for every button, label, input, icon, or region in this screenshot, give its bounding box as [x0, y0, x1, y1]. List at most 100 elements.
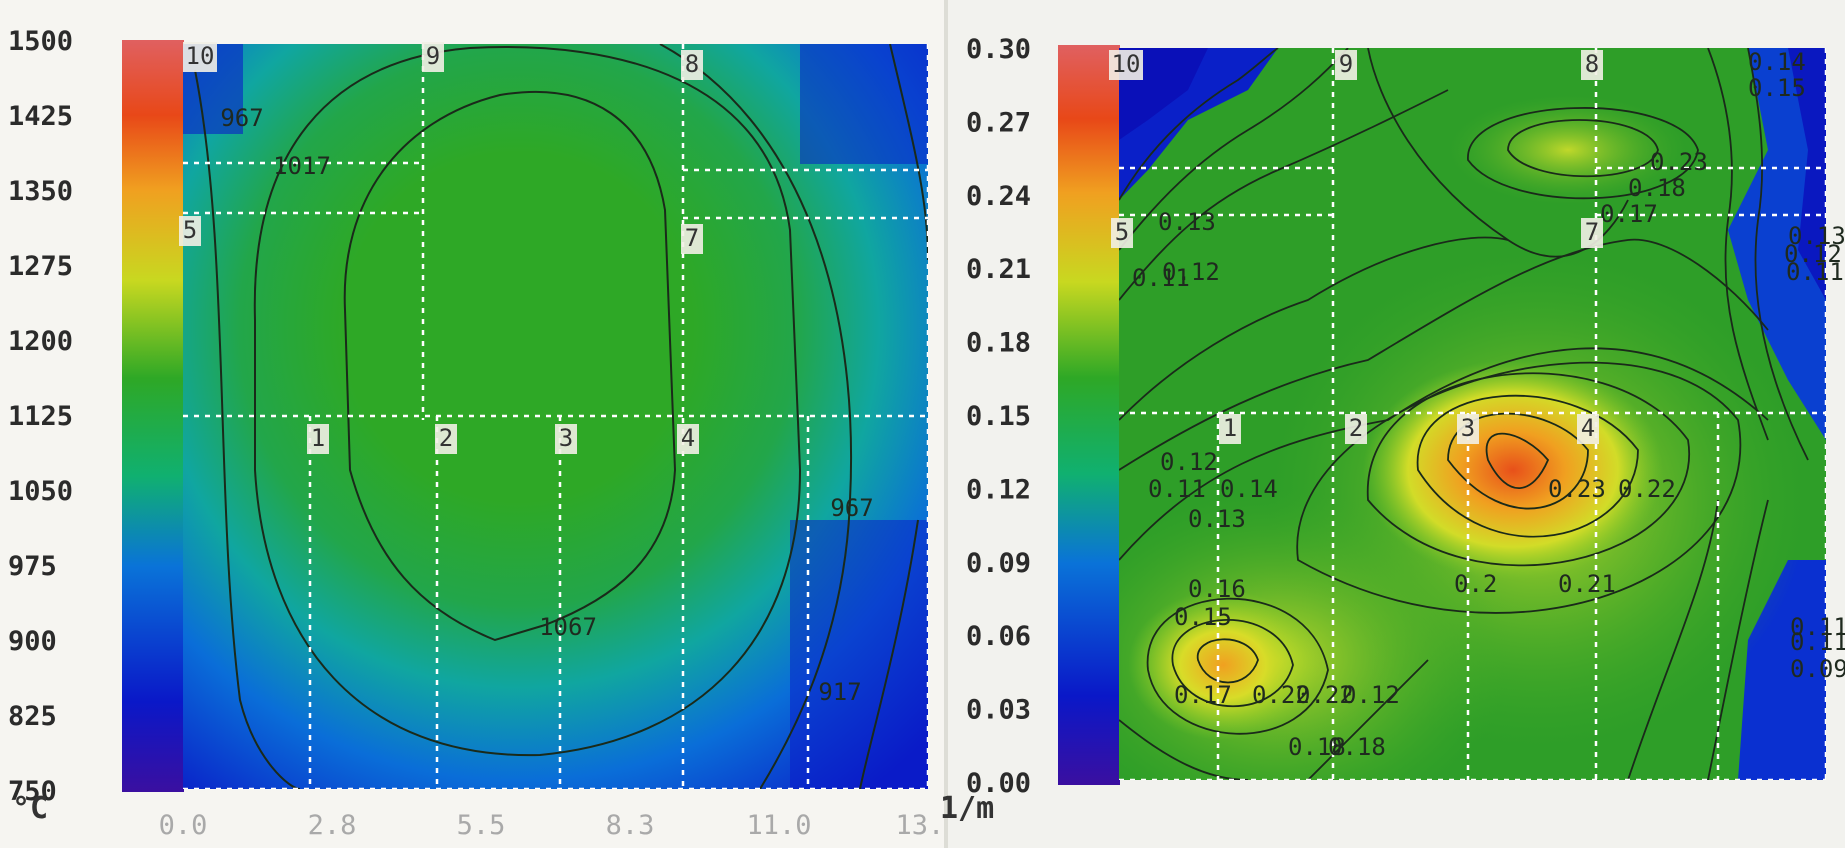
y-tick-label: 750 — [8, 776, 57, 807]
contour-value-label: 0.12 — [1342, 681, 1400, 709]
y-tick-label: 0.00 — [966, 768, 1031, 799]
zone-label-1-text: 1 — [311, 424, 325, 452]
contour-value-label: 0.17 — [1174, 681, 1232, 709]
contour-value-label: 917 — [818, 678, 861, 706]
contour-value-label: 0.22 — [1296, 681, 1354, 709]
contour-value-label: 0.22 — [1252, 681, 1310, 709]
contour-value-label: 0.11 — [1790, 628, 1845, 656]
y-tick-label: 0.12 — [966, 474, 1031, 505]
contour-value-label: 0.12 — [1160, 448, 1218, 476]
y-tick-label: 975 — [8, 551, 57, 582]
zone-label-7-text: 7 — [1585, 218, 1599, 246]
curvature-heatmap-chart: 0.300.270.240.210.180.150.120.090.060.03… — [966, 34, 1845, 799]
unit-label-per-meter: 1/m — [940, 791, 995, 826]
contour-value-label: 0.18 — [1628, 174, 1686, 202]
temperature-heatmap-chart: 1500142513501275120011251050975900825750… — [8, 26, 948, 841]
zone-label-7: 7 — [681, 224, 703, 254]
zone-label-8: 8 — [681, 50, 703, 80]
zone-label-7-text: 7 — [685, 224, 699, 252]
contour-value-label: 0.22 — [1618, 475, 1676, 503]
y-tick-label: 0.21 — [966, 254, 1031, 285]
x-tick-label: 0.0 — [159, 810, 208, 841]
zone-label-2-text: 2 — [439, 424, 453, 452]
y-tick-label: 1500 — [8, 26, 73, 57]
y-tick-label: 1200 — [8, 326, 73, 357]
x-tick-label: 5.5 — [457, 810, 506, 841]
contour-value-label: 0.09 — [1790, 655, 1845, 683]
colorbar — [1058, 45, 1120, 785]
y-tick-label: 900 — [8, 626, 57, 657]
contour-value-label: 0.18 — [1288, 733, 1346, 761]
x-tick-label: 2.8 — [308, 810, 357, 841]
contour-value-label: 0.12 — [1162, 258, 1220, 286]
contour-value-label: 0.11 — [1786, 258, 1844, 286]
y-tick-label: 1350 — [8, 176, 73, 207]
zone-label-5-text: 5 — [1115, 218, 1129, 246]
zone-label-9-text: 9 — [426, 42, 440, 70]
zone-label-2: 2 — [1345, 414, 1367, 444]
x-tick-label: 13.8 — [895, 810, 948, 841]
contour-value-label: 0.2 — [1454, 570, 1497, 598]
y-tick-label: 0.03 — [966, 695, 1031, 726]
zone-label-3: 3 — [1457, 414, 1479, 444]
zone-label-10-text: 10 — [1112, 50, 1141, 78]
contour-value-label: 0.11 — [1132, 264, 1190, 292]
zone-grid — [183, 44, 928, 789]
zone-label-5-text: 5 — [183, 216, 197, 244]
contour-value-label: 0.23 — [1650, 148, 1708, 176]
contour-value-label: 0.11 — [1790, 613, 1845, 641]
contour-value-label: 0.13 — [1788, 222, 1845, 250]
contour-line — [659, 44, 853, 789]
y-tick-label: 0.15 — [966, 401, 1031, 432]
zone-label-4: 4 — [677, 424, 699, 454]
y-tick-label: 1050 — [8, 476, 73, 507]
contour-line — [343, 90, 677, 642]
contour-value-label: 1067 — [539, 613, 597, 641]
zone-label-9-text: 9 — [1339, 50, 1353, 78]
zone-label-10: 10 — [183, 42, 217, 72]
y-tick-label: 825 — [8, 701, 57, 732]
panel-divider — [944, 0, 950, 848]
contour-value-label: 1017 — [273, 152, 331, 180]
y-tick-label: 0.06 — [966, 621, 1031, 652]
y-tick-label: 0.30 — [966, 34, 1031, 65]
zone-label-5: 5 — [179, 216, 201, 246]
contour-line — [253, 46, 802, 757]
contour-value-label: 0.21 — [1558, 570, 1616, 598]
y-tick-label: 0.18 — [966, 328, 1031, 359]
y-tick-label: 0.24 — [966, 181, 1031, 212]
contour-value-label: 0.23 — [1548, 475, 1606, 503]
contour-value-label: 0.15 — [1748, 74, 1806, 102]
zone-label-1: 1 — [1219, 414, 1241, 444]
zone-label-2: 2 — [435, 424, 457, 454]
contour-value-label: 0.11 — [1148, 475, 1206, 503]
zone-label-2-text: 2 — [1349, 414, 1363, 442]
zone-label-8-text: 8 — [1585, 50, 1599, 78]
zone-label-9: 9 — [422, 42, 444, 72]
y-tick-label: 0.27 — [966, 107, 1031, 138]
contour-value-label: 0.14 — [1220, 475, 1278, 503]
contour-value-label: 0.12 — [1784, 240, 1842, 268]
contour-value-label: 967 — [220, 104, 263, 132]
contour-value-label: 0.16 — [1188, 575, 1246, 603]
zone-label-4-text: 4 — [1581, 414, 1595, 442]
zone-label-1-text: 1 — [1223, 414, 1237, 442]
x-tick-label: 8.3 — [606, 810, 655, 841]
zone-label-3: 3 — [555, 424, 577, 454]
contour-value-label: 0.13 — [1188, 505, 1246, 533]
contour-line — [194, 69, 301, 789]
zone-label-4: 4 — [1577, 414, 1599, 444]
zone-label-3-text: 3 — [1461, 414, 1475, 442]
contour-value-label: 0.15 — [1174, 603, 1232, 631]
contour-value-label: 0.17 — [1600, 200, 1658, 228]
contour-value-label: 0.13 — [1158, 208, 1216, 236]
zone-label-4-text: 4 — [681, 424, 695, 452]
colorbar — [122, 40, 184, 792]
zone-label-7: 7 — [1581, 218, 1603, 248]
y-tick-label: 1425 — [8, 101, 73, 132]
unit-label-celsius: °C — [12, 791, 49, 826]
zone-label-10-text: 10 — [186, 42, 215, 70]
contour-value-label: 0.14 — [1748, 48, 1806, 76]
zone-label-1: 1 — [307, 424, 329, 454]
zone-label-8-text: 8 — [685, 50, 699, 78]
